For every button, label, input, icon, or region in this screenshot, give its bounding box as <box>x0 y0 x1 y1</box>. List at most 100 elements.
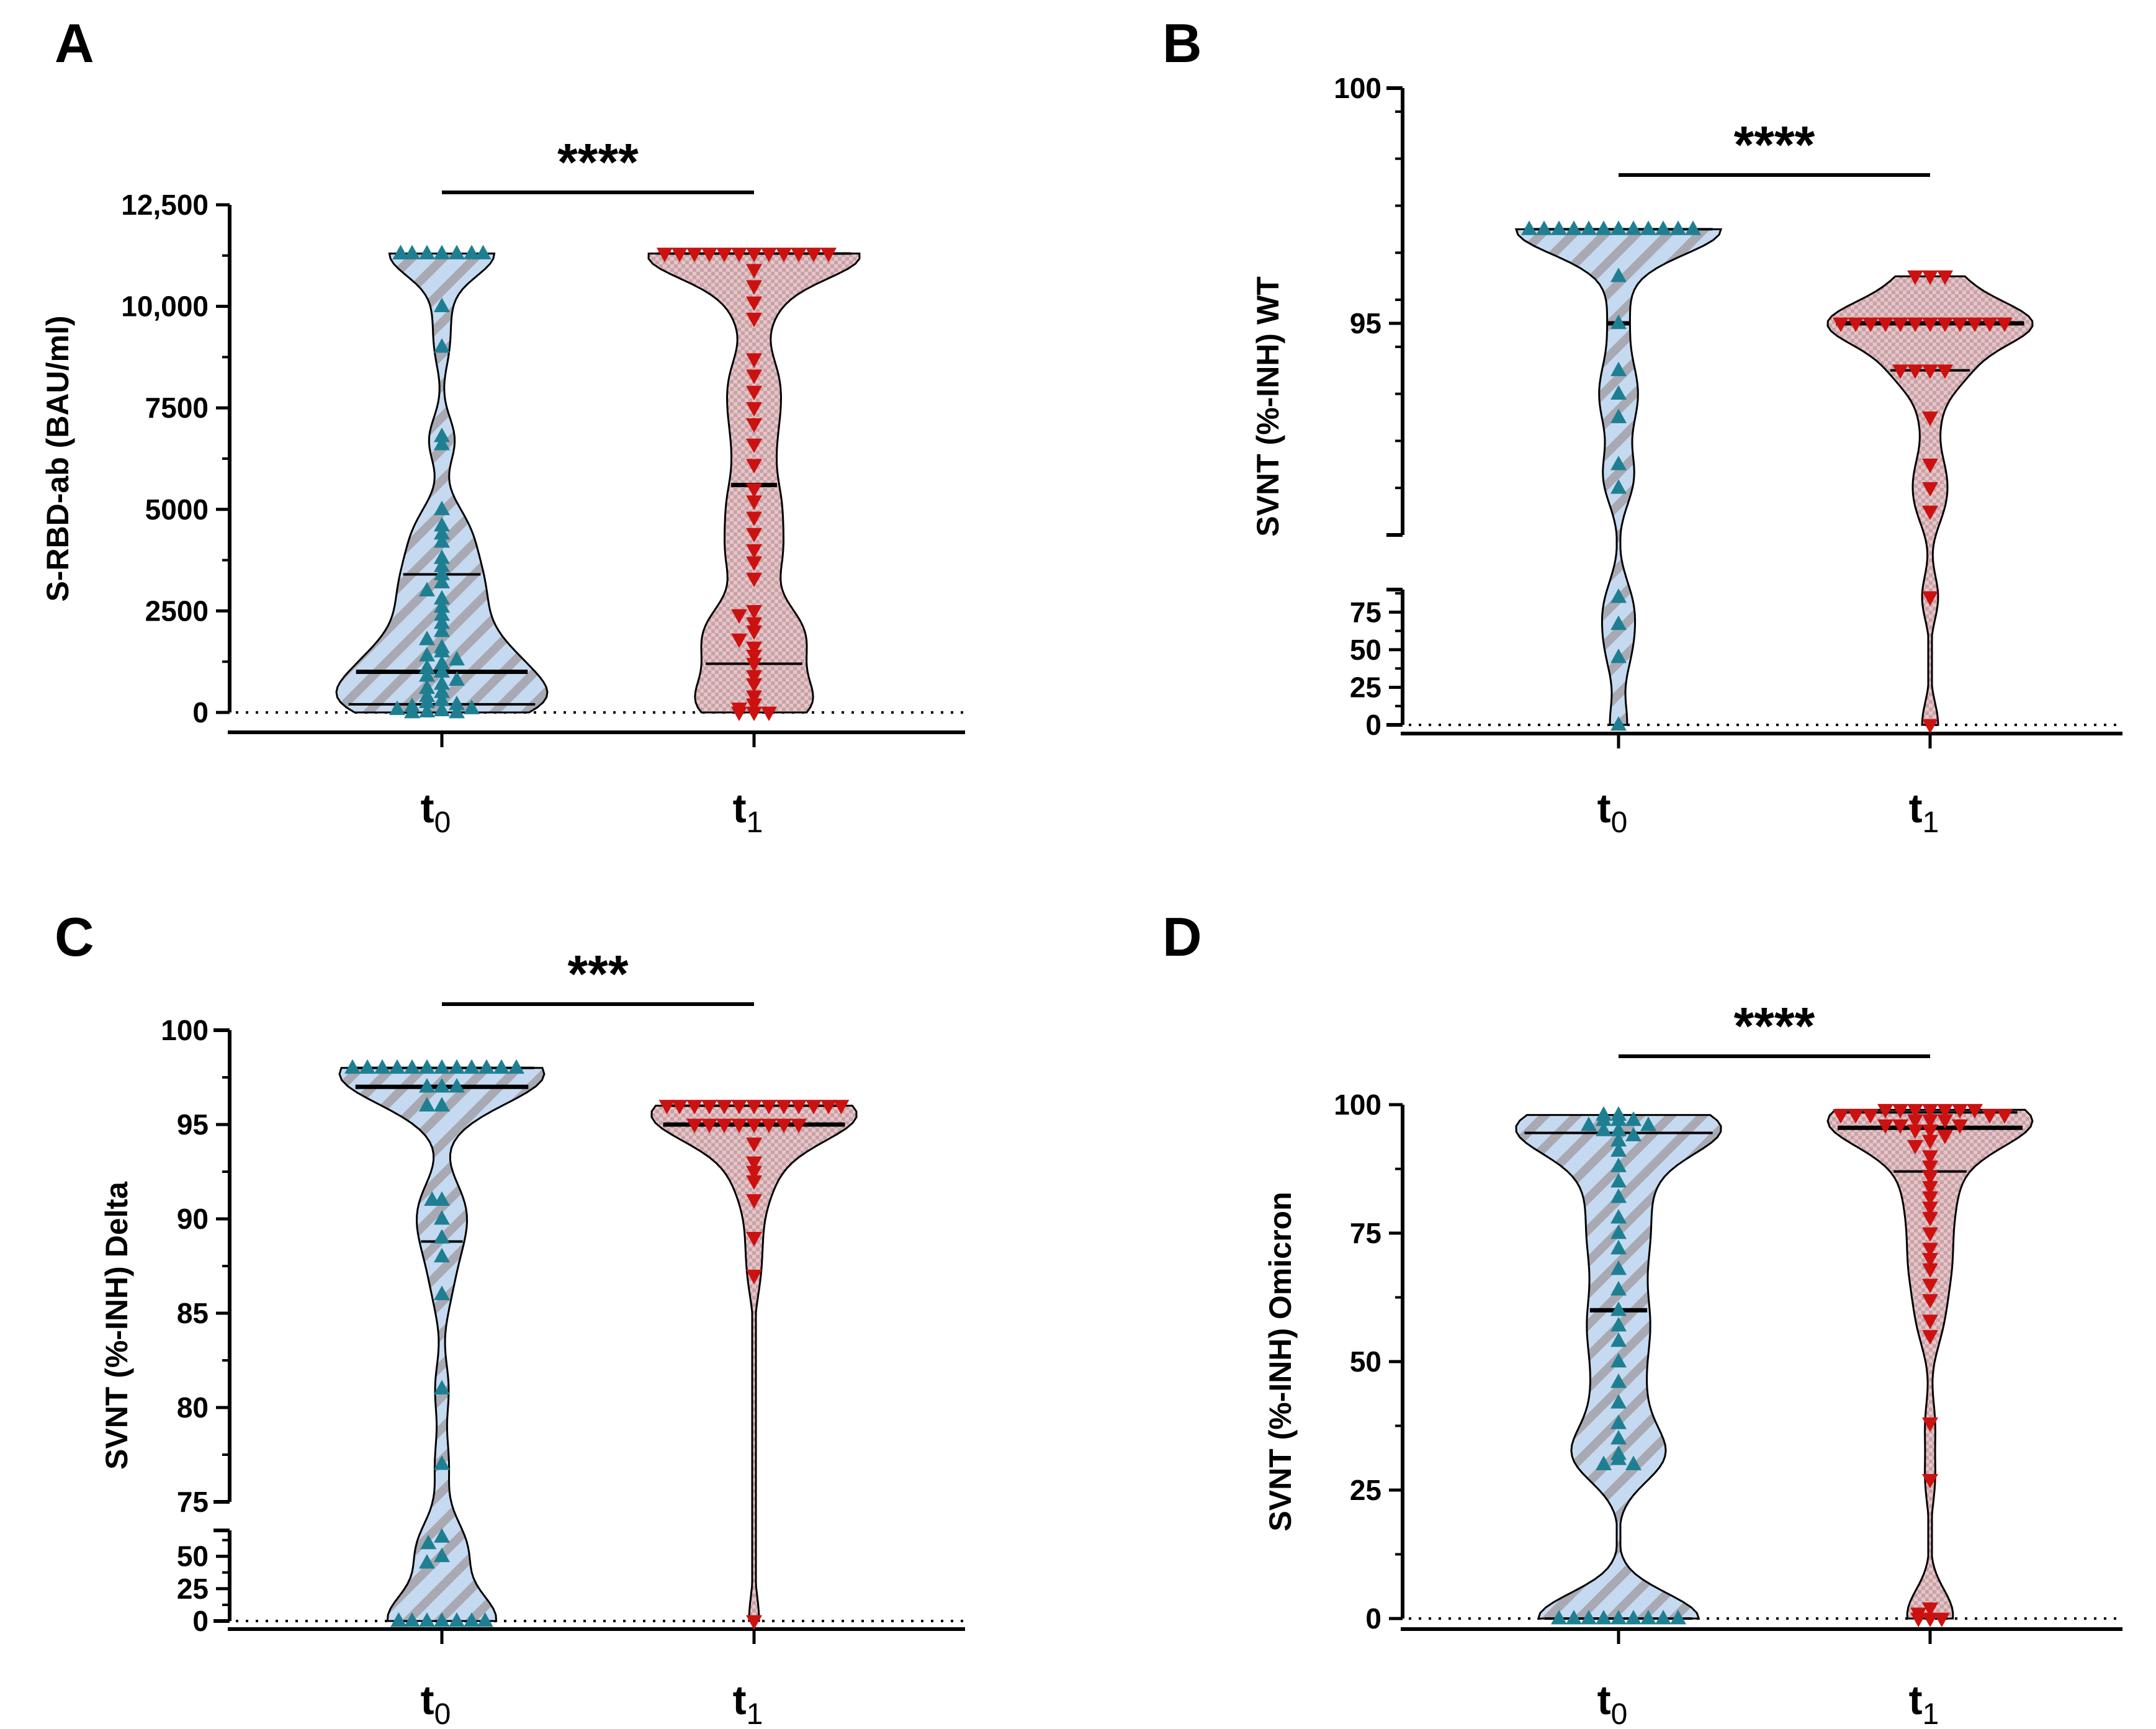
data-point <box>434 1229 450 1244</box>
data-point <box>716 1118 732 1134</box>
data-point <box>1922 1417 1938 1432</box>
panel-letter: A <box>55 12 94 74</box>
data-point <box>820 248 837 263</box>
data-point <box>746 625 762 640</box>
category-main: t <box>421 1677 434 1723</box>
y-tick-label: 95 <box>177 1108 209 1141</box>
y-tick-label: 25 <box>1350 671 1381 703</box>
category-subscript: 1 <box>1923 806 1939 839</box>
data-point <box>1610 1450 1627 1465</box>
data-point <box>1907 1139 1923 1155</box>
data-point <box>449 1612 465 1627</box>
data-point <box>478 1059 495 1074</box>
data-point <box>1922 1253 1938 1268</box>
data-point <box>806 248 822 263</box>
data-point <box>434 1285 450 1300</box>
data-point <box>1596 220 1612 235</box>
data-point <box>746 312 762 328</box>
y-tick-label: 12,500 <box>121 189 209 221</box>
y-tick-label: 100 <box>1334 1089 1381 1121</box>
data-point <box>434 1547 450 1563</box>
significance-label: **** <box>557 133 639 191</box>
data-point <box>1685 220 1701 235</box>
data-point <box>1625 1455 1642 1470</box>
data-point <box>1922 317 1938 332</box>
data-point <box>1610 1301 1627 1316</box>
y-axis-label: SVNT (%-INH) WT <box>1251 276 1285 536</box>
y-tick-label: 75 <box>177 1486 209 1518</box>
data-point <box>389 700 405 716</box>
data-point <box>746 1165 762 1181</box>
data-point <box>1610 479 1627 494</box>
data-point <box>1952 1103 1968 1119</box>
data-point <box>1610 361 1627 377</box>
data-point <box>1625 220 1642 235</box>
data-point <box>1521 220 1537 235</box>
data-point <box>1610 1414 1627 1429</box>
data-point <box>672 248 688 263</box>
data-point <box>746 650 762 665</box>
data-point <box>390 1612 407 1627</box>
data-point <box>434 427 450 442</box>
category-subscript: 1 <box>747 806 763 839</box>
data-point <box>672 1100 688 1115</box>
data-point <box>1922 1314 1938 1329</box>
data-point <box>1566 1609 1582 1625</box>
data-point <box>434 1210 450 1225</box>
data-point <box>1922 1602 1938 1617</box>
data-point <box>1610 408 1627 423</box>
data-point <box>746 528 762 543</box>
data-point <box>1910 1612 1927 1628</box>
data-point <box>1922 1134 1938 1149</box>
data-point <box>1610 1131 1627 1147</box>
data-point <box>791 1100 807 1115</box>
data-point <box>434 614 450 629</box>
data-point <box>449 650 465 666</box>
y-tick-label: 80 <box>177 1391 209 1424</box>
data-point <box>1610 1188 1627 1203</box>
data-point <box>434 297 450 312</box>
data-point <box>746 296 762 312</box>
y-axis-label: SVNT (%-INH) Omicron <box>1263 1192 1298 1531</box>
data-point <box>449 703 465 719</box>
panel-letter: D <box>1162 906 1202 968</box>
data-point <box>701 1100 717 1115</box>
data-point <box>1670 1609 1686 1625</box>
data-point <box>1566 220 1582 235</box>
data-point <box>1862 317 1879 332</box>
data-point <box>449 671 465 686</box>
data-point <box>746 572 762 588</box>
data-point <box>1610 1430 1627 1445</box>
data-point <box>1922 1474 1938 1489</box>
violin-t1 <box>647 248 861 722</box>
data-point <box>1610 1142 1627 1157</box>
data-point <box>1610 314 1627 330</box>
y-tick-label: 25 <box>1350 1474 1381 1506</box>
data-point <box>434 1059 450 1074</box>
data-point <box>746 1156 762 1171</box>
data-point <box>1536 220 1552 235</box>
data-point <box>419 582 435 597</box>
data-point <box>1655 1609 1671 1625</box>
data-point <box>1833 317 1849 332</box>
data-point <box>1610 588 1627 603</box>
y-tick-label: 90 <box>177 1203 209 1235</box>
violin-t1 <box>650 1100 858 1630</box>
data-point <box>1982 1109 1998 1124</box>
data-point <box>806 1100 822 1115</box>
data-point <box>1610 1332 1627 1347</box>
data-point <box>434 533 450 548</box>
data-point <box>475 245 492 259</box>
data-point <box>746 369 762 384</box>
data-point <box>1922 1278 1938 1293</box>
data-point <box>434 683 450 698</box>
data-point <box>434 675 450 690</box>
data-point <box>1877 317 1893 332</box>
y-tick-label: 50 <box>177 1540 209 1573</box>
data-point <box>686 1118 703 1134</box>
data-point <box>1610 1394 1627 1409</box>
data-point <box>1610 615 1627 631</box>
